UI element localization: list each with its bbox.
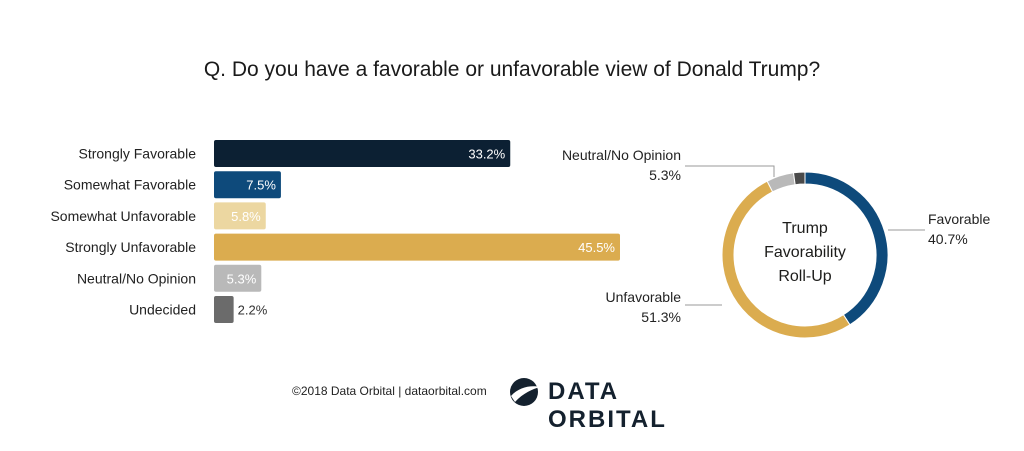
donut-center-label: Favorability xyxy=(764,244,846,261)
bar-category-label: Undecided xyxy=(129,302,196,318)
bar-category-label: Neutral/No Opinion xyxy=(77,270,196,286)
donut-slice-name: Favorable xyxy=(928,211,990,227)
bar-value-label: 5.8% xyxy=(231,209,261,224)
logo-wordmark: DATA ORBITAL xyxy=(548,378,667,433)
donut-leader-line xyxy=(685,165,775,177)
bar-somewhat-unfavorable xyxy=(214,202,266,230)
bar-category-label: Somewhat Favorable xyxy=(64,177,197,193)
data-orbital-logo: DATA ORBITAL xyxy=(507,375,737,433)
bar-category-label: Somewhat Unfavorable xyxy=(50,208,196,224)
bar-neutral-no-opinion xyxy=(214,264,262,292)
bar-value-label: 45.5% xyxy=(578,240,615,255)
bar-category-label: Strongly Favorable xyxy=(78,146,196,162)
bar-value-label: 7.5% xyxy=(246,178,276,193)
bar-value-label: 33.2% xyxy=(468,147,505,162)
bar-category-label: Strongly Unfavorable xyxy=(65,239,196,255)
donut-slice-undecided xyxy=(792,171,806,186)
donut-center-label: Roll-Up xyxy=(778,268,831,285)
bar-chart: Strongly Favorable 33.2% Somewhat Favorabl… xyxy=(50,140,620,323)
donut-slice-name: Unfavorable xyxy=(606,289,682,305)
donut-slice-value: 5.3% xyxy=(649,167,681,183)
chart-title: Q. Do you have a favorable or unfavorabl… xyxy=(203,58,821,81)
orbit-logo-icon xyxy=(510,378,540,406)
donut-slice-name: Neutral/No Opinion xyxy=(562,147,681,163)
donut-slice-value: 51.3% xyxy=(641,309,681,325)
bar-value-label: 5.3% xyxy=(227,271,257,286)
bar-strongly-favorable xyxy=(214,140,511,167)
bar-undecided xyxy=(214,296,234,323)
footer-copyright: ©2018 Data Orbital | dataorbital.com xyxy=(292,384,487,398)
donut-slice-neutral-no-opinion xyxy=(766,172,796,193)
donut-slice-value: 40.7% xyxy=(928,231,968,247)
bar-somewhat-favorable xyxy=(214,171,281,199)
bar-value-label: 2.2% xyxy=(238,303,268,318)
bar-strongly-unfavorable xyxy=(214,233,620,261)
donut-center-label: Trump xyxy=(782,220,828,237)
